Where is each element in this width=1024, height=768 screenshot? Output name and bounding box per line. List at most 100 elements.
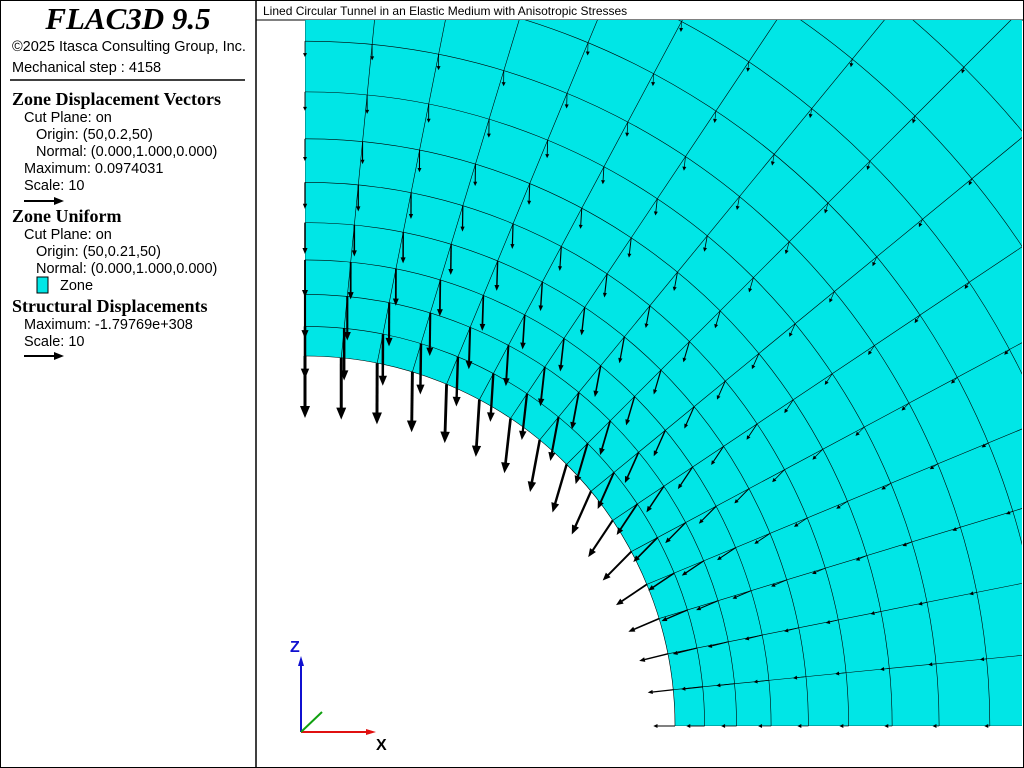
displacement-vector xyxy=(465,327,473,370)
axis-label: X xyxy=(376,737,387,754)
displacement-vector xyxy=(303,41,307,58)
displacement-vector xyxy=(881,483,892,490)
displacement-vector xyxy=(979,657,987,662)
displacement-vector xyxy=(717,547,736,561)
displacement-vector xyxy=(625,396,636,426)
displacement-vector xyxy=(452,356,461,407)
displacement-vector xyxy=(351,225,357,257)
displacement-vector xyxy=(868,345,875,355)
displacement-vector xyxy=(647,689,674,695)
mesh-ray xyxy=(412,20,741,373)
displacement-vector xyxy=(627,237,632,258)
displacement-vector xyxy=(426,313,434,356)
displacement-vector xyxy=(732,590,752,599)
mesh-ray xyxy=(566,20,1022,465)
copyright: ©2025 Itasca Consulting Group, Inc. xyxy=(12,39,246,55)
mesh-ray xyxy=(631,20,1022,552)
displacement-vector xyxy=(356,184,361,212)
displacement-vector xyxy=(339,328,349,381)
displacement-vector xyxy=(714,310,721,329)
displacement-vector xyxy=(870,611,881,616)
displacement-vector xyxy=(1006,510,1013,515)
displacement-vector xyxy=(593,365,602,397)
displacement-vector xyxy=(628,617,660,632)
displacement-vector xyxy=(538,282,544,312)
displacement-vector xyxy=(793,675,806,680)
displacement-vector xyxy=(574,443,589,485)
displacement-vector xyxy=(624,451,640,483)
displacement-vector xyxy=(570,392,580,430)
displacement-vector xyxy=(545,140,550,159)
axis-label: Z xyxy=(290,639,300,656)
displacement-vector xyxy=(503,345,510,387)
displacement-vector xyxy=(417,150,422,173)
displacement-vector xyxy=(460,205,465,232)
displacement-vector xyxy=(746,423,758,440)
displacement-vector xyxy=(618,336,625,364)
mesh-ray xyxy=(539,20,1022,441)
displacement-vector xyxy=(855,555,867,561)
legend-line: Maximum: -1.79769e+308 xyxy=(24,317,193,333)
displacement-vector xyxy=(494,260,500,291)
legend-arrow xyxy=(24,197,64,205)
displacement-vector xyxy=(486,119,491,138)
legend-line: Maximum: 0.0974031 xyxy=(24,161,163,177)
displacement-vector xyxy=(784,241,790,255)
displacement-vector xyxy=(303,91,307,111)
displacement-vector xyxy=(964,282,970,289)
heading: Structural Displacements xyxy=(12,296,207,316)
legend-line: Scale: 10 xyxy=(24,178,84,194)
displacement-vector xyxy=(558,246,563,272)
displacement-vector xyxy=(912,115,916,124)
displacement-vector xyxy=(696,600,719,611)
displacement-vector xyxy=(651,73,656,87)
displacement-vector xyxy=(713,110,718,123)
displacement-vector xyxy=(558,338,565,372)
displacement-vector xyxy=(343,296,351,341)
displacement-vector xyxy=(681,560,705,576)
displacement-vector xyxy=(682,341,690,363)
displacement-vector xyxy=(585,42,590,56)
displacement-vector xyxy=(301,294,309,339)
displacement-vector xyxy=(378,334,387,386)
displacement-vector xyxy=(797,724,809,728)
legend-arrow xyxy=(24,352,64,360)
displacement-vector xyxy=(707,641,729,648)
displacement-vector xyxy=(914,314,921,324)
legend-line: Cut Plane: on xyxy=(24,110,112,126)
displacement-vector xyxy=(416,343,425,395)
displacement-vector xyxy=(653,198,658,216)
plot xyxy=(300,20,1022,728)
displacement-vector xyxy=(527,439,541,492)
mesh-ray xyxy=(590,20,1022,492)
displacement-vector xyxy=(951,377,958,384)
displacement-vector xyxy=(961,67,966,74)
displacement-vector xyxy=(751,353,760,370)
legend-line: Cut Plane: on xyxy=(24,227,112,243)
displacement-vector xyxy=(824,373,833,385)
displacement-vector xyxy=(686,724,705,728)
heading: Zone Displacement Vectors xyxy=(12,89,221,109)
displacement-vector xyxy=(748,277,754,293)
displacement-vector xyxy=(336,357,347,420)
mesh-ray xyxy=(446,20,880,385)
displacement-vector xyxy=(578,208,583,229)
displacement-vector xyxy=(928,662,937,667)
displacement-vector xyxy=(1004,349,1010,355)
legend-line: Normal: (0.000,1.000,0.000) xyxy=(36,261,217,277)
displacement-vector xyxy=(901,402,910,411)
displacement-vector xyxy=(510,223,515,249)
displacement-vector xyxy=(501,418,512,474)
displacement-vector xyxy=(753,679,769,684)
displacement-vector xyxy=(836,501,848,509)
displacement-vector xyxy=(677,466,694,490)
displacement-vector xyxy=(932,724,940,728)
displacement-vector xyxy=(784,627,799,633)
displacement-vector xyxy=(601,166,606,185)
displacement-vector xyxy=(302,182,308,209)
displacement-vector xyxy=(471,399,482,457)
displacement-vector xyxy=(392,268,399,306)
displacement-vector xyxy=(918,219,923,228)
mesh-ray xyxy=(667,433,1022,655)
